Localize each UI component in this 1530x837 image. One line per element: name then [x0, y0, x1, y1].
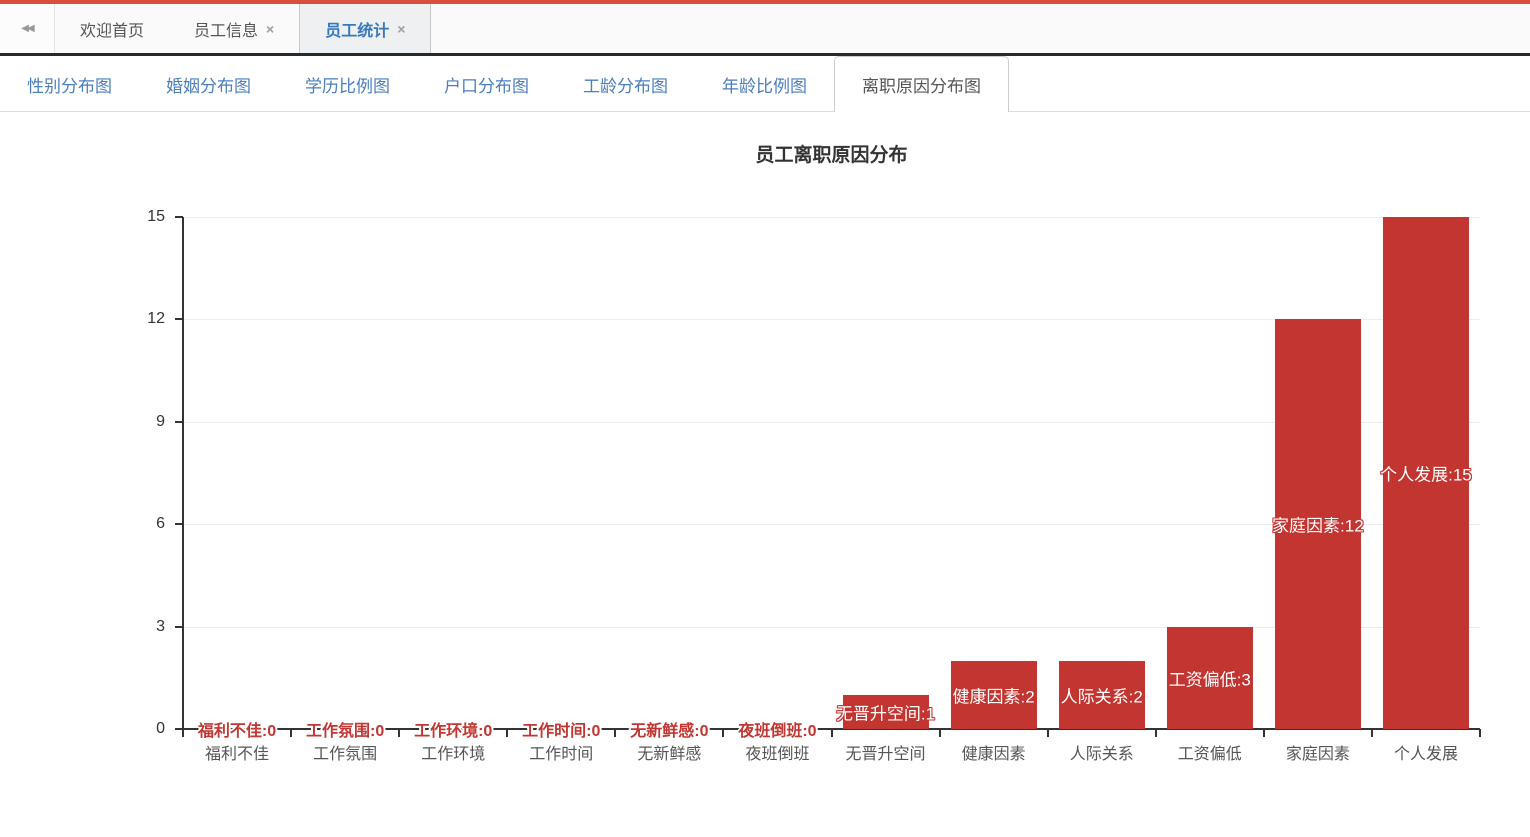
y-axis-label: 15	[147, 208, 165, 225]
tab-label: 员工统计	[325, 22, 390, 40]
category-label: 无晋升空间	[845, 746, 926, 763]
gridline	[183, 319, 1480, 321]
window-tab-bar: ◀◀ 欢迎首页 员工信息 × 员工统计 ×	[0, 4, 1530, 56]
x-axis-tick	[614, 729, 617, 737]
tab-label: 员工信息	[194, 22, 259, 40]
y-axis-tick	[175, 625, 183, 628]
y-axis-tick	[175, 318, 183, 321]
double-left-arrow-icon: ◀◀	[21, 23, 34, 34]
bar[interactable]	[1166, 626, 1253, 729]
category-label: 无新鲜感	[637, 746, 702, 763]
category-label: 夜班倒班	[745, 746, 810, 763]
bar[interactable]	[1274, 319, 1361, 729]
category-label: 健康因素	[961, 746, 1026, 763]
x-axis-line	[175, 728, 1480, 730]
category-label: 工资偏低	[1177, 746, 1242, 763]
y-axis-tick	[175, 523, 183, 526]
bar-value-label: 无晋升空间:1	[835, 704, 936, 724]
category-label: 工作时间	[529, 746, 594, 763]
zero-value-label: 夜班倒班:0	[738, 723, 817, 740]
category-label: 工作氛围	[313, 746, 378, 763]
subtab-household-distribution[interactable]: 户口分布图	[444, 76, 529, 96]
tab-employee-info[interactable]: 员工信息 ×	[169, 4, 299, 53]
collapse-tabs-button[interactable]: ◀◀	[0, 4, 55, 53]
y-axis-line	[182, 217, 184, 730]
bar-value-label: 个人发展:15	[1380, 465, 1472, 485]
x-axis-tick	[1479, 729, 1481, 737]
x-axis-tick	[290, 729, 293, 737]
bar-value-label: 家庭因素:12	[1272, 516, 1364, 536]
zero-value-label: 无新鲜感:0	[630, 723, 709, 740]
category-label: 人际关系	[1069, 746, 1134, 763]
category-label: 家庭因素	[1285, 746, 1350, 763]
bar[interactable]	[842, 694, 929, 729]
zero-value-label: 工作环境:0	[414, 723, 493, 740]
x-axis-tick	[1154, 729, 1157, 737]
zero-value-label: 福利不佳:0	[197, 723, 277, 740]
subtab-marriage-distribution[interactable]: 婚姻分布图	[166, 76, 251, 96]
top-accent-strip	[0, 0, 1530, 4]
gridline	[183, 524, 1480, 526]
chart-title: 员工离职原因分布	[755, 145, 908, 166]
x-axis-tick	[1370, 729, 1373, 737]
subtab-seniority-distribution[interactable]: 工龄分布图	[583, 76, 668, 96]
bar-value-label: 人际关系:2	[1060, 687, 1143, 707]
bar[interactable]	[950, 660, 1037, 729]
bar-chart-plot: 0 3 6 9 12 15 福利不佳:0 福利不佳 工作氛围:0 工作氛围 工作环境:0 工作环境 工作…	[147, 209, 1481, 763]
y-axis-label: 3	[156, 617, 165, 635]
category-label: 福利不佳	[205, 746, 270, 763]
y-axis-label: 6	[156, 515, 165, 533]
gridline	[183, 626, 1480, 628]
tab-label: 欢迎首页	[80, 22, 145, 40]
subtab-gender-distribution[interactable]: 性别分布图	[27, 76, 112, 96]
gridline	[183, 217, 1480, 218]
zero-value-label: 工作时间:0	[522, 723, 601, 740]
close-icon[interactable]: ×	[397, 20, 406, 37]
y-axis-label: 12	[147, 310, 165, 328]
x-axis-tick	[722, 729, 725, 737]
x-axis-tick	[1262, 729, 1265, 737]
subtab-age-ratio[interactable]: 年龄比例图	[722, 76, 807, 96]
bar[interactable]	[1382, 217, 1469, 729]
subtab-education-ratio[interactable]: 学历比例图	[305, 76, 390, 96]
x-axis-tick	[1046, 729, 1049, 737]
y-axis-label: 0	[156, 720, 165, 737]
x-axis-tick	[398, 729, 401, 737]
tab-welcome-home[interactable]: 欢迎首页	[55, 4, 169, 53]
bar-value-label: 健康因素:2	[952, 687, 1035, 707]
x-axis-tick	[182, 729, 184, 737]
bar-value-label: 工资偏低:3	[1168, 670, 1251, 690]
category-label: 个人发展	[1393, 746, 1458, 763]
gridline	[183, 421, 1480, 423]
y-axis-label: 9	[156, 412, 165, 430]
category-label: 工作环境	[421, 746, 486, 763]
subtab-resignation-reason-distribution[interactable]: 离职原因分布图	[834, 56, 1009, 112]
bar[interactable]	[1058, 660, 1145, 729]
y-axis-tick	[175, 216, 183, 218]
close-icon[interactable]: ×	[266, 20, 275, 37]
x-axis-tick	[506, 729, 509, 737]
x-axis-tick	[830, 729, 833, 737]
x-axis-tick	[938, 729, 941, 737]
chart-type-tab-bar: 性别分布图 婚姻分布图 学历比例图 户口分布图 工龄分布图 年龄比例图 离职原因…	[0, 56, 1530, 112]
zero-value-label: 工作氛围:0	[306, 723, 385, 740]
tab-employee-stats[interactable]: 员工统计 ×	[299, 4, 432, 53]
y-axis-tick	[175, 420, 183, 423]
